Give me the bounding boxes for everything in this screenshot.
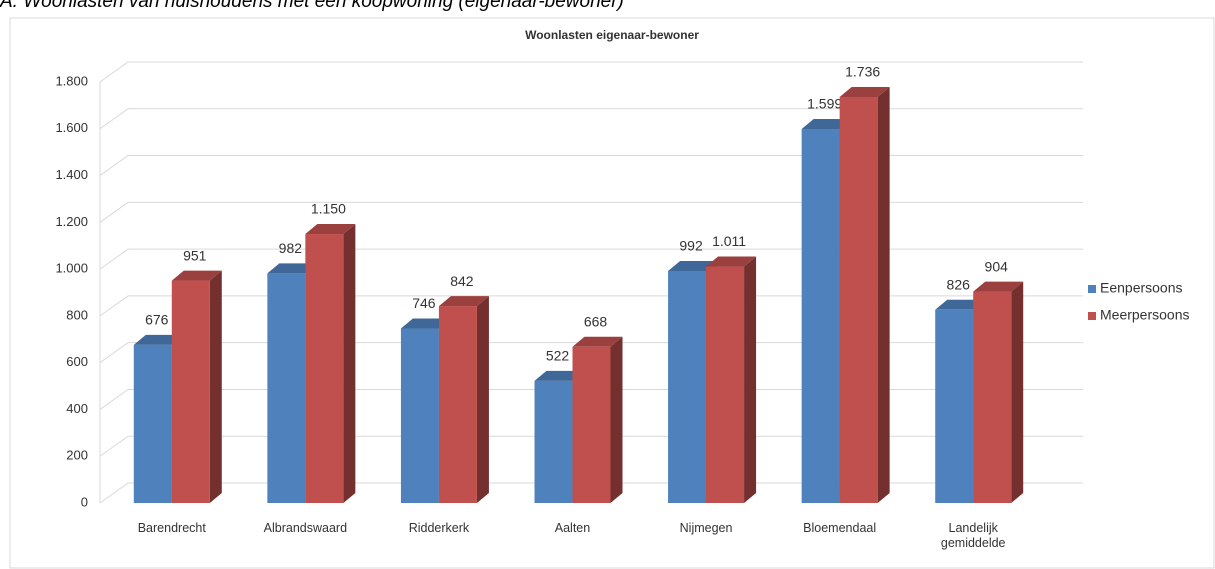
bar (534, 380, 573, 503)
bar-top (171, 270, 222, 281)
bar (572, 346, 611, 503)
data-label: 826 (947, 277, 971, 293)
data-label: 992 (679, 238, 703, 254)
y-tick-label: 1.800 (55, 73, 88, 88)
bar (801, 129, 840, 504)
y-tick-label: 1.600 (55, 120, 88, 135)
y-tick-label: 200 (66, 448, 88, 463)
bar-top (801, 119, 852, 130)
x-tick-label: Barendrecht (137, 521, 206, 535)
bar (267, 273, 306, 503)
grid-line (99, 248, 1083, 270)
grid-line (99, 61, 1083, 83)
data-label: 668 (584, 313, 608, 329)
data-label: 842 (450, 273, 474, 289)
grid-line (99, 155, 1083, 176)
bar (668, 270, 707, 503)
legend-label: Eenpersoons (1100, 280, 1183, 296)
y-tick-label: 0 (81, 494, 88, 509)
bar-side (744, 256, 757, 503)
bar (935, 309, 974, 503)
y-tick-label: 1.400 (55, 167, 88, 182)
data-label: 1.599 (807, 96, 842, 112)
bar-top (668, 260, 719, 271)
data-label: 522 (546, 348, 570, 364)
heading: A. Woonlasten van huishoudens met een ko… (0, 0, 624, 12)
bar-top (133, 334, 184, 345)
bar-side (877, 86, 890, 504)
y-tick-label: 600 (66, 354, 88, 369)
bar (133, 344, 172, 503)
bar-side (209, 270, 222, 503)
x-tick-label: Aalten (554, 521, 591, 535)
y-tick-label: 400 (66, 401, 88, 416)
bar-side (1011, 281, 1024, 503)
bar (839, 96, 878, 504)
grid-line (99, 342, 1083, 364)
data-label: 746 (412, 295, 436, 311)
legend-swatch (1088, 312, 1096, 320)
bar-top (706, 256, 757, 267)
grid-line (99, 108, 1083, 130)
bar-top (400, 318, 451, 329)
y-tick-label: 800 (66, 307, 88, 322)
bar (706, 266, 745, 503)
y-tick-label: 1.200 (55, 214, 88, 229)
bar (973, 291, 1012, 503)
grid-line (99, 482, 1083, 504)
legend-swatch (1088, 285, 1096, 293)
grid-line (99, 201, 1083, 223)
bar-side (610, 336, 623, 503)
bar-top (572, 336, 623, 347)
grid-line (99, 388, 1083, 410)
y-tick-label: 1.000 (55, 261, 88, 276)
bar-top (534, 370, 585, 381)
data-label: 1.736 (845, 64, 880, 80)
bar-top (438, 296, 489, 307)
bar-top (935, 299, 986, 310)
legend-label: Meerpersoons (1100, 307, 1190, 323)
data-label: 676 (145, 312, 169, 328)
bar (305, 234, 344, 503)
bar-top (839, 86, 890, 97)
x-tick-label: Bloemendaal (803, 521, 877, 535)
bar (438, 306, 477, 503)
data-label: 1.011 (712, 233, 746, 249)
bar (171, 280, 210, 503)
x-tick-label: Nijmegen (679, 521, 733, 535)
data-label: 904 (985, 258, 1009, 274)
data-label: 982 (279, 240, 303, 256)
bar (400, 328, 439, 503)
x-tick-label: Ridderkerk (408, 521, 470, 535)
bar-side (476, 296, 489, 503)
data-label: 1.150 (311, 201, 346, 217)
bar-top (305, 224, 356, 235)
grid-line (99, 435, 1083, 457)
x-tick-label: Landelijk gemiddelde (940, 521, 1006, 550)
chart-title: Woonlasten eigenaar-bewoner (525, 28, 699, 42)
x-tick-label: Albrandswaard (263, 521, 348, 535)
grid-line (99, 295, 1083, 317)
bar-top (973, 281, 1024, 292)
bar-side (343, 224, 356, 503)
bar-top (267, 263, 318, 274)
data-label: 951 (183, 247, 207, 263)
